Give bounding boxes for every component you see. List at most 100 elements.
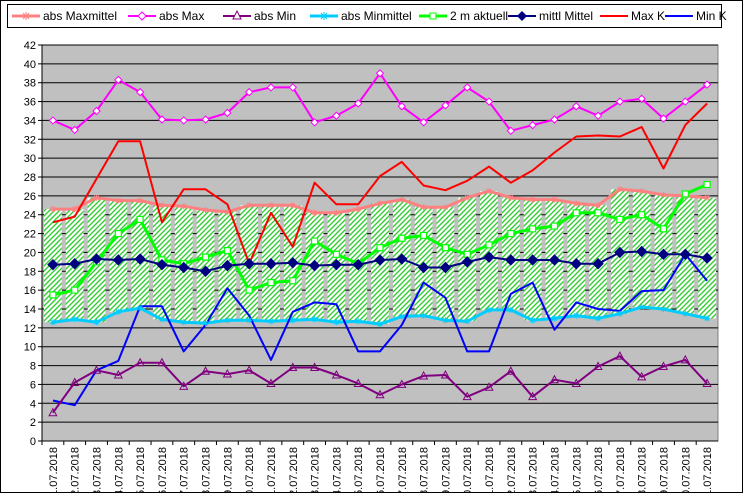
legend-label-abs-max: abs Max [159,9,205,23]
x-axis: 01.07.2018 02.07.2018 03.07.2018 04.07.2018… [41,440,718,493]
point-abs-max [463,83,472,92]
point-abs-max [201,115,210,124]
point-abs-minmittel [660,306,667,312]
point-abs-min [375,389,385,399]
y-tick-label: 20 [24,247,36,259]
point-abs-max [332,111,341,120]
point-2-m-aktuell [49,291,57,299]
y-tick-label: 6 [30,379,36,391]
x-tick-label: 14.07.2018 [331,447,343,493]
x-tick-label: 01.07.2018 [48,447,60,493]
point-abs-minmittel [267,318,274,325]
point-abs-maxmittel [158,202,165,209]
point-abs-max [157,115,167,124]
point-2-m-aktuell [71,286,79,294]
point-abs-max [681,97,690,106]
point-abs-maxmittel [398,196,405,203]
point-abs-min [528,391,538,401]
point-abs-minmittel [398,313,405,320]
point-abs-minmittel [158,316,165,323]
y-tick-label: 28 [24,172,36,184]
point-abs-maxmittel [93,194,100,201]
point-abs-min [309,362,320,371]
point-mittl-mittel [635,245,648,258]
point-abs-max [397,102,407,111]
point-2-m-aktuell [376,244,384,252]
point-abs-max [244,87,254,97]
point-abs-min [593,361,603,371]
point-abs-max [223,108,232,118]
point-mittl-mittel [548,254,561,266]
point-mittl-mittel [69,258,81,270]
point-abs-min [91,365,102,374]
point-abs-minmittel [180,319,187,326]
legend-swatch-mittl-mittel [508,11,536,21]
point-mittl-mittel [308,259,321,272]
point-abs-minmittel [93,319,100,326]
point-mittl-mittel [199,265,212,277]
point-abs-maxmittel [420,204,427,211]
point-abs-max [353,99,363,108]
point-abs-max [70,125,79,135]
point-2-m-aktuell [245,286,253,294]
point-abs-max [441,101,450,110]
point-mittl-mittel [287,257,299,269]
legend-swatch-max-k [600,15,628,17]
point-mittl-mittel [439,261,452,274]
y-tick-label: 10 [24,342,36,354]
point-abs-max [114,75,123,85]
y-tick-label: 38 [24,78,36,90]
point-2-m-aktuell [114,229,122,238]
point-abs-min [200,366,211,375]
point-abs-max [572,102,581,111]
point-2-m-aktuell [201,253,210,261]
point-abs-minmittel [377,321,383,328]
point-2-m-aktuell [659,225,668,233]
point-abs-maxmittel [267,202,274,209]
y-tick-label: 8 [30,361,36,373]
point-mittl-mittel [156,258,168,271]
point-abs-maxmittel [137,197,144,204]
point-2-m-aktuell [420,231,428,240]
point-2-m-aktuell [485,241,493,249]
point-2-m-aktuell [441,244,450,252]
point-abs-max [637,94,646,103]
point-2-m-aktuell [572,209,580,217]
legend-label-abs-minmittel: abs Minmittel [341,9,412,23]
point-abs-minmittel [442,317,449,324]
point-mittl-mittel [374,254,386,266]
x-tick-label: 17.07.2018 [397,447,409,493]
point-abs-minmittel [246,317,253,324]
point-abs-min [48,407,58,417]
y-tick-label: 24 [24,210,36,222]
legend-label-abs-maxmittel: abs Maxmittel [43,9,118,23]
point-abs-max [593,111,603,120]
point-mittl-mittel [592,258,604,270]
x-tick-label: 08.07.2018 [201,447,213,493]
point-abs-max [659,114,668,123]
point-abs-min [179,381,189,390]
point-abs-max [375,69,385,78]
point-abs-min [658,361,669,371]
point-2-m-aktuell [398,234,406,242]
x-tick-label: 13.07.2018 [310,447,322,493]
legend-swatch-abs-maxmittel [12,12,40,20]
point-mittl-mittel [90,253,103,265]
legend-label-abs-min: abs Min [254,9,297,23]
point-abs-maxmittel [573,200,580,207]
point-abs-maxmittel [464,194,471,201]
point-abs-minmittel [638,304,645,311]
point-2-m-aktuell [638,211,646,219]
point-abs-max [266,83,276,92]
point-abs-max [419,118,428,127]
point-2-m-aktuell [550,222,559,230]
point-2-m-aktuell [703,180,711,189]
point-abs-max [550,115,559,124]
x-tick-label: 03.07.2018 [92,447,104,493]
y-tick-label: 26 [24,191,36,203]
point-abs-min [637,371,647,381]
point-abs-min [462,391,472,401]
x-tick-label: 11.07.2018 [266,447,278,493]
point-abs-min [157,357,167,367]
point-mittl-mittel [526,254,539,266]
